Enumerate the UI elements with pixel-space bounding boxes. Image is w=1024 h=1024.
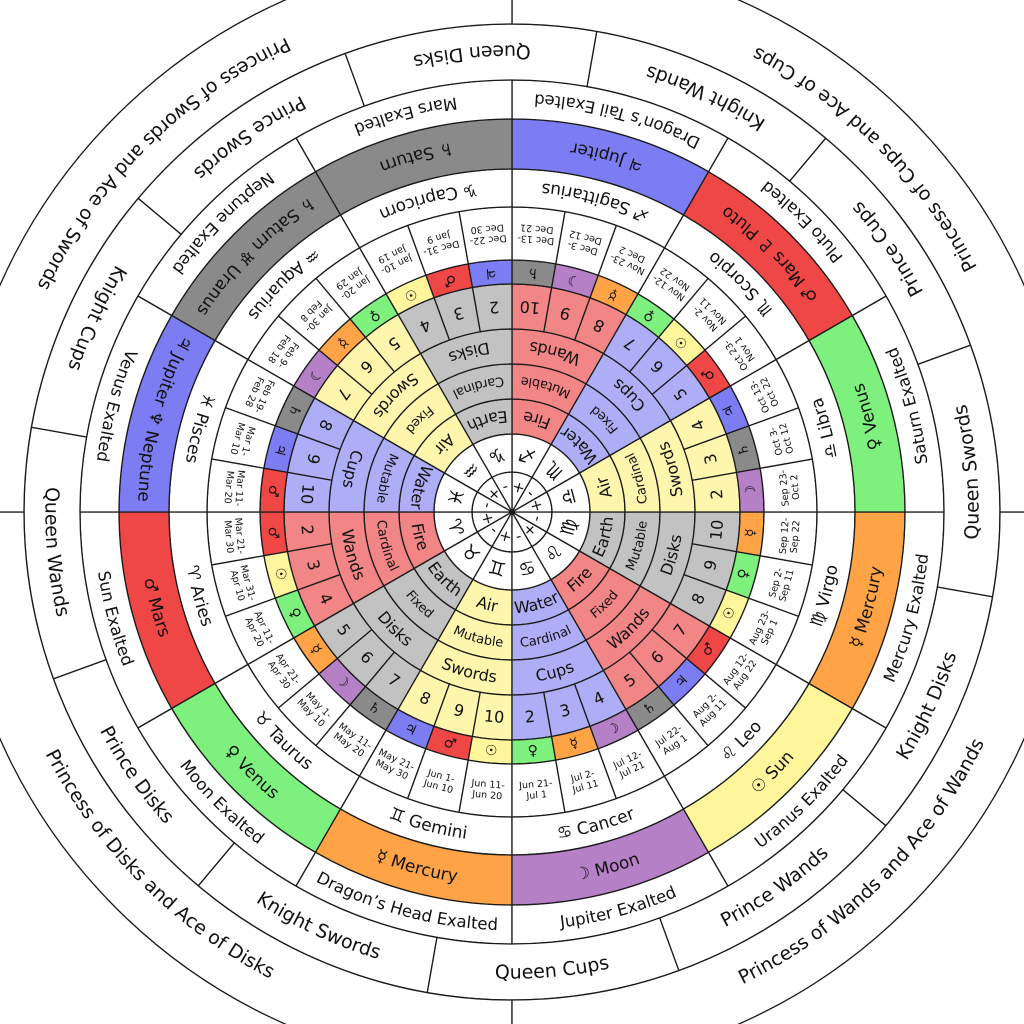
date-end: Mar 30 xyxy=(222,520,236,554)
decan-planet: ♂ xyxy=(264,484,281,498)
date-end: Dec 21 xyxy=(520,222,554,236)
date-start: Jun 11- xyxy=(470,777,505,791)
element: Air xyxy=(592,474,616,500)
sign-glyph: ♍ xyxy=(556,516,582,538)
date-end: Mar 20 xyxy=(222,470,236,504)
princess-cell xyxy=(511,511,1024,1024)
element: Air xyxy=(592,474,616,500)
card-number: 2 xyxy=(707,488,727,500)
polarity: - xyxy=(478,501,497,511)
sign-glyph: ♐ xyxy=(516,442,538,468)
sign-glyph: ♊ xyxy=(486,556,508,582)
sign-glyph: ♎ xyxy=(556,486,582,508)
card-number: 10 xyxy=(297,483,318,505)
decan-planet: ☉ xyxy=(720,604,740,622)
card-number: 9 xyxy=(558,303,573,324)
card-number: 10 xyxy=(519,297,541,318)
decan-planet: ♃ xyxy=(720,401,740,419)
decan-dates: Sep 12-Sep 22 xyxy=(777,517,802,555)
card-number: 9 xyxy=(700,558,721,573)
date-end: Jun 20 xyxy=(471,788,503,802)
date-start: Dec 13- xyxy=(517,233,555,247)
card-number: 3 xyxy=(303,558,324,573)
card-number: 2 xyxy=(297,524,317,536)
princess-cell xyxy=(0,0,513,513)
element: Air xyxy=(474,592,500,616)
decan-dates: Dec 13-Dec 21 xyxy=(517,222,556,247)
decan-planet: ♃ xyxy=(271,442,290,458)
decan-dates: Jul 2-Jul 11 xyxy=(568,767,600,795)
decan-planet: ♀ xyxy=(527,743,539,760)
card-number: 10 xyxy=(483,706,505,727)
princess-cell xyxy=(0,511,513,1024)
sign-glyph: ♋ xyxy=(516,556,538,582)
polarity: - xyxy=(527,514,546,524)
card-number: 2 xyxy=(524,707,536,727)
decan-planet: ♂ xyxy=(264,526,281,540)
card-number: 3 xyxy=(451,303,466,324)
date-end: Sep 22 xyxy=(788,520,802,554)
date-start: Mar 11- xyxy=(233,470,247,507)
element: Air xyxy=(474,592,500,616)
decan-planet: ♂ xyxy=(442,271,458,290)
decan-planet: ♃ xyxy=(484,264,498,281)
decan-dates: Sep 23-Oct 2 xyxy=(777,469,802,507)
card-number: 9 xyxy=(451,700,466,721)
decan-dates: Jun 21-Jul 1 xyxy=(518,777,554,802)
decan-dates: Jun 11-Jun 20 xyxy=(469,777,505,802)
card-number: 2 xyxy=(488,297,500,317)
decan-planet: ☉ xyxy=(271,566,290,582)
decan-planet: ♄ xyxy=(734,442,753,458)
date-start: Sep 12- xyxy=(777,517,791,554)
decan-planet: ♀ xyxy=(735,567,753,581)
polarity: - xyxy=(501,478,511,497)
date-start: Dec 22- xyxy=(469,233,507,247)
date-end: Oct 2 xyxy=(789,474,802,500)
decan-planet: ♂ xyxy=(442,734,458,753)
card-number: 3 xyxy=(558,700,573,721)
decan-dates: Mar 11-Mar 20 xyxy=(222,469,247,507)
date-start: Sep 23- xyxy=(777,470,791,507)
sign-glyph: ♑ xyxy=(486,442,508,468)
card-number: 10 xyxy=(706,519,727,541)
decan-planet: ♃ xyxy=(401,720,419,740)
card-number: 3 xyxy=(700,451,721,466)
decan-planet: ☿ xyxy=(568,735,580,753)
decan-planet: ☿ xyxy=(743,528,760,538)
date-start: Mar 21- xyxy=(233,517,247,554)
date-end: Dec 30 xyxy=(470,222,504,236)
polarity: - xyxy=(514,527,524,546)
card-number: 9 xyxy=(303,451,324,466)
date-start: Jun 21- xyxy=(518,777,553,791)
sign-glyph: ♈ xyxy=(442,516,468,538)
sign-glyph: ♓ xyxy=(442,486,468,508)
polarity: + xyxy=(510,478,527,499)
decan-planet: ☉ xyxy=(401,285,419,305)
decan-dates: Dec 22-Dec 30 xyxy=(468,222,507,247)
decan-planet: ☽ xyxy=(566,271,582,290)
decan-planet: ♄ xyxy=(285,401,305,419)
decan-dates: Mar 21-Mar 30 xyxy=(222,517,247,555)
princess-cell xyxy=(511,0,1024,513)
decan-planet: ☽ xyxy=(604,720,622,740)
decan-planet: ☉ xyxy=(484,743,498,760)
decan-planet: ☽ xyxy=(743,484,760,498)
date-end: Jul 1 xyxy=(525,789,547,802)
decan-planet: ♄ xyxy=(526,264,540,281)
polarity: + xyxy=(497,526,514,547)
